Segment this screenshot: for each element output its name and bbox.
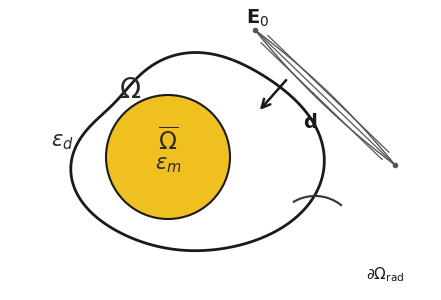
Text: $\overline{\Omega}$: $\overline{\Omega}$ — [158, 128, 178, 156]
Circle shape — [106, 95, 230, 219]
Text: $\mathbf{E}_0$: $\mathbf{E}_0$ — [247, 7, 269, 28]
Text: $\varepsilon_d$: $\varepsilon_d$ — [51, 132, 73, 152]
Text: $\Omega$: $\Omega$ — [119, 76, 141, 104]
Polygon shape — [71, 52, 324, 251]
Text: $\partial\Omega_{\mathrm{rad}}$: $\partial\Omega_{\mathrm{rad}}$ — [366, 266, 404, 284]
Text: $\mathbf{d}$: $\mathbf{d}$ — [303, 112, 317, 131]
Text: $\varepsilon_m$: $\varepsilon_m$ — [155, 155, 181, 175]
